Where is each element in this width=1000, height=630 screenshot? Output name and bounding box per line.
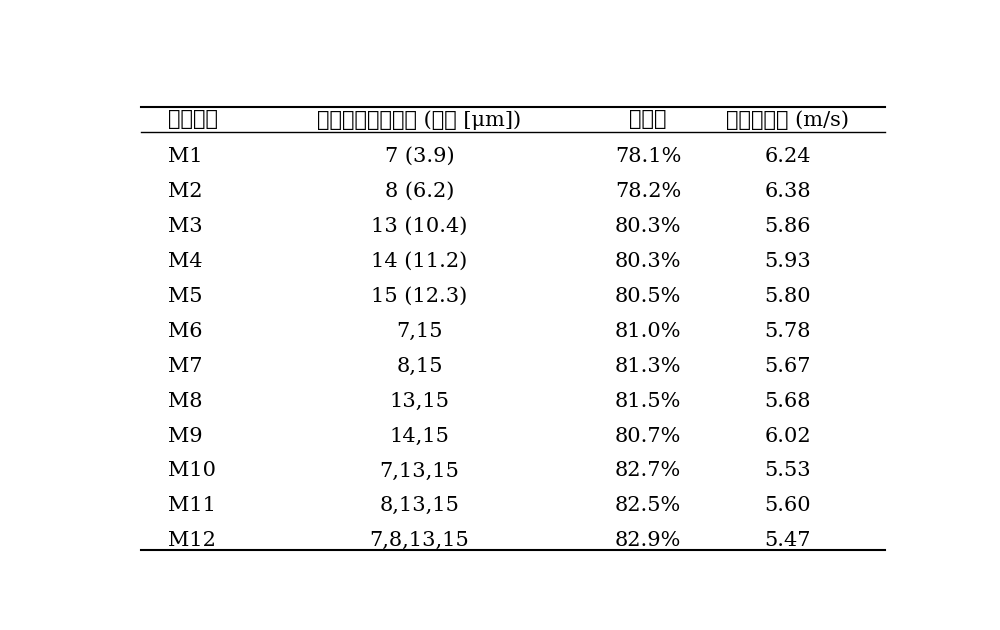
Text: 81.0%: 81.0% [615, 322, 681, 341]
Text: M8: M8 [168, 392, 202, 411]
Text: 80.3%: 80.3% [615, 252, 681, 271]
Text: M6: M6 [168, 322, 202, 341]
Text: 14,15: 14,15 [390, 427, 449, 445]
Text: 5.67: 5.67 [764, 357, 811, 375]
Text: M12: M12 [168, 531, 216, 551]
Text: M11: M11 [168, 496, 216, 515]
Text: 8,15: 8,15 [396, 357, 443, 375]
Text: 78.1%: 78.1% [615, 147, 681, 166]
Text: 82.9%: 82.9% [615, 531, 681, 551]
Text: M2: M2 [168, 182, 202, 201]
Text: M1: M1 [168, 147, 202, 166]
Text: 模型名称: 模型名称 [168, 110, 218, 129]
Text: 5.86: 5.86 [764, 217, 811, 236]
Text: 13,15: 13,15 [390, 392, 450, 411]
Text: 6.02: 6.02 [764, 427, 811, 445]
Text: M4: M4 [168, 252, 202, 271]
Text: 准确率: 准确率 [629, 110, 667, 129]
Text: M5: M5 [168, 287, 202, 306]
Text: 7 (3.9): 7 (3.9) [385, 147, 454, 166]
Text: 6.24: 6.24 [764, 147, 811, 166]
Text: M7: M7 [168, 357, 202, 375]
Text: M9: M9 [168, 427, 202, 445]
Text: 5.60: 5.60 [764, 496, 811, 515]
Text: 80.7%: 80.7% [615, 427, 681, 445]
Text: M3: M3 [168, 217, 202, 236]
Text: 5.78: 5.78 [764, 322, 811, 341]
Text: 6.38: 6.38 [764, 182, 811, 201]
Text: 输入数据通道组合 (波长 [μm]): 输入数据通道组合 (波长 [μm]) [317, 110, 522, 130]
Text: 82.5%: 82.5% [615, 496, 681, 515]
Text: 均方根误差 (m/s): 均方根误差 (m/s) [726, 110, 849, 130]
Text: 5.47: 5.47 [764, 531, 811, 551]
Text: 80.5%: 80.5% [615, 287, 681, 306]
Text: M10: M10 [168, 461, 216, 481]
Text: 5.53: 5.53 [764, 461, 811, 481]
Text: 81.5%: 81.5% [615, 392, 681, 411]
Text: 7,8,13,15: 7,8,13,15 [370, 531, 469, 551]
Text: 82.7%: 82.7% [615, 461, 681, 481]
Text: 5.80: 5.80 [764, 287, 811, 306]
Text: 5.93: 5.93 [764, 252, 811, 271]
Text: 8 (6.2): 8 (6.2) [385, 182, 454, 201]
Text: 7,15: 7,15 [396, 322, 443, 341]
Text: 78.2%: 78.2% [615, 182, 681, 201]
Text: 8,13,15: 8,13,15 [380, 496, 459, 515]
Text: 15 (12.3): 15 (12.3) [371, 287, 468, 306]
Text: 14 (11.2): 14 (11.2) [371, 252, 468, 271]
Text: 80.3%: 80.3% [615, 217, 681, 236]
Text: 7,13,15: 7,13,15 [380, 461, 459, 481]
Text: 13 (10.4): 13 (10.4) [371, 217, 468, 236]
Text: 81.3%: 81.3% [615, 357, 681, 375]
Text: 5.68: 5.68 [764, 392, 811, 411]
